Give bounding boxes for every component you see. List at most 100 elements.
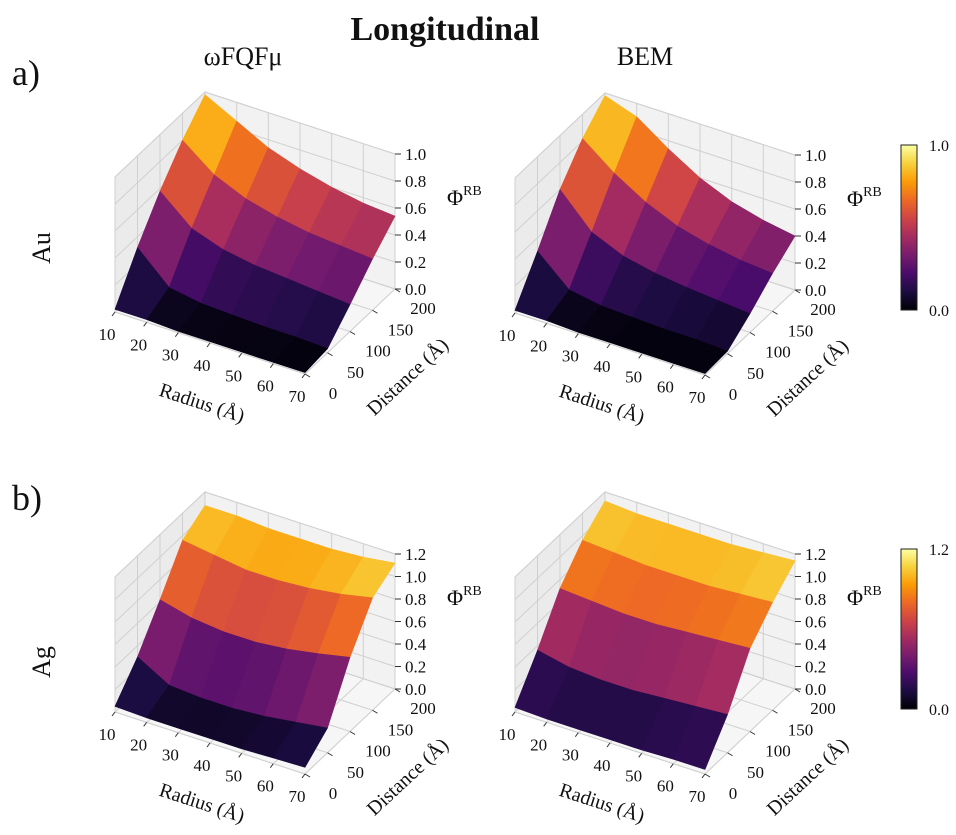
x-tick-label: 40 [194,356,211,375]
z-tick-label: 1.2 [405,545,426,564]
z-tick-label: 1.0 [805,146,826,165]
y-tick [772,310,778,315]
x-tick [543,722,548,727]
z-tick-label: 0.0 [805,281,826,300]
x-tick-label: 60 [257,777,274,796]
y-tick-label: 150 [788,321,814,340]
x-axis-title: Radius (Å) [156,779,247,827]
surface-facet [672,706,728,770]
x-tick [238,353,243,358]
y-tick-label: 50 [347,363,364,382]
x-tick [638,354,643,359]
y-tick-label: 100 [765,742,791,761]
z-tick-label: 0.6 [805,613,826,632]
x-tick-label: 50 [625,367,642,386]
y-tick-label: 200 [810,300,836,319]
z-tick-label: 0.0 [805,680,826,699]
x-tick [206,342,211,348]
x-tick-label: 40 [594,756,611,775]
column-title-right: BEM [617,42,673,71]
colorbar-max-label: 1.0 [929,138,949,155]
y-tick-label: 200 [410,699,436,718]
z-axis-title-sup: RB [863,584,882,599]
y-tick [349,331,356,335]
z-tick-label: 0.6 [405,613,426,632]
x-tick [143,322,148,327]
x-tick-label: 20 [130,335,147,354]
y-tick-label: 50 [747,364,764,383]
y-tick [372,709,378,714]
z-tick-label: 0.2 [405,658,426,677]
x-axis-title: Radius (Å) [556,779,647,827]
z-tick-label: 0.4 [405,635,427,654]
z-tick-label: 0.0 [405,280,426,299]
y-tick [704,773,711,778]
x-tick [543,323,548,328]
z-tick-label: 0.4 [805,635,827,654]
surface-facet [272,721,328,768]
z-axis-title-sup: RB [463,184,482,199]
z-tick-label: 1.0 [405,568,426,587]
x-tick-label: 20 [130,735,147,754]
x-tick-label: 50 [625,766,642,785]
y-tick [372,309,378,314]
y-tick-label: 0 [729,385,738,404]
z-tick-label: 0.8 [805,590,826,609]
x-tick-label: 10 [99,725,116,744]
z-tick-label: 0.8 [805,173,826,192]
colorbar-min-label: 0.0 [929,303,949,320]
y-tick-label: 0 [329,784,338,803]
y-tick [704,374,711,379]
x-tick-label: 20 [530,735,547,754]
figure-title: Longitudinal [351,11,540,48]
x-tick [574,333,579,338]
x-tick-label: 70 [289,787,306,806]
z-tick-label: 0.6 [805,200,826,219]
x-tick-label: 70 [689,787,706,806]
x-tick [606,742,611,748]
x-tick [111,711,116,717]
z-axis-title: ΦRB [847,185,882,211]
y-tick-label: 100 [365,742,391,761]
x-axis-title: Radius (Å) [156,379,247,427]
x-tick [111,311,116,317]
row-label-ag: Ag [27,646,56,678]
y-tick-label: 50 [347,763,364,782]
x-tick-label: 70 [689,388,706,407]
x-tick-label: 30 [562,347,579,366]
colorbar-2 [900,548,918,710]
x-tick [606,343,611,349]
x-tick [511,312,516,318]
z-axis-title: ΦRB [447,184,482,210]
y-tick-label: 100 [765,343,791,362]
y-tick [304,773,311,778]
z-tick-label: 0.8 [405,590,426,609]
z-tick-label: 1.2 [805,545,826,564]
z-tick-label: 1.0 [405,145,426,164]
colorbar-1 [900,144,918,311]
x-tick-label: 20 [530,336,547,355]
x-tick [669,364,674,369]
panel-label-b: b) [12,478,42,518]
x-tick [301,373,306,379]
y-tick [727,353,733,358]
x-tick [701,374,706,380]
z-axis-title-sup: RB [463,584,482,599]
y-tick [327,352,333,357]
x-tick [269,363,274,368]
y-tick [349,731,356,735]
column-title-left: ωFQFμ [204,42,283,71]
z-axis-title: ΦRB [847,584,882,610]
x-tick [238,753,243,758]
y-tick-label: 150 [388,320,414,339]
x-tick [143,722,148,727]
x-axis-title: Radius (Å) [556,380,647,428]
x-tick [638,753,643,758]
y-tick [749,332,756,336]
x-tick [574,732,579,737]
x-tick-label: 30 [562,746,579,765]
